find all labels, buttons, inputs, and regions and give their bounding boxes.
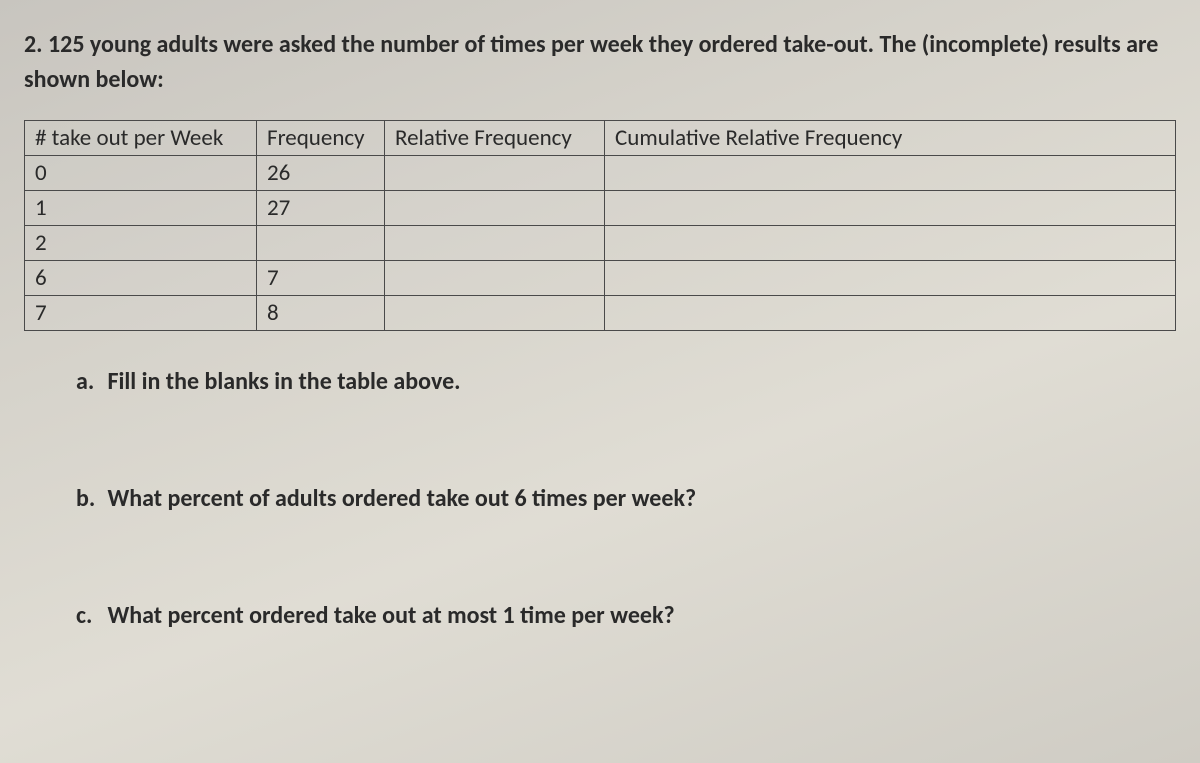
col-header-relfreq: Relative Frequency: [385, 120, 605, 155]
question-number: 2.: [24, 30, 43, 59]
question-text: 125 young adults were asked the number o…: [24, 30, 1158, 94]
subq-text: What percent of adults ordered take out …: [107, 484, 696, 513]
subq-text: What percent ordered take out at most 1 …: [107, 601, 674, 630]
subq-label: c.: [76, 601, 102, 630]
cell-category: 1: [25, 190, 257, 225]
table-row: 6 7: [25, 260, 1176, 295]
cell-frequency: 7: [257, 260, 385, 295]
cell-cumrelfreq: [605, 155, 1176, 190]
subquestion-b: b. What percent of adults ordered take o…: [76, 484, 1176, 513]
cell-relfreq: [385, 155, 605, 190]
col-header-cumrelfreq: Cumulative Relative Frequency: [605, 120, 1176, 155]
table-row: 1 27: [25, 190, 1176, 225]
table-row: 0 26: [25, 155, 1176, 190]
cell-cumrelfreq: [605, 190, 1176, 225]
cell-relfreq: [385, 225, 605, 260]
cell-cumrelfreq: [605, 225, 1176, 260]
col-header-frequency: Frequency: [257, 120, 385, 155]
cell-relfreq: [385, 260, 605, 295]
cell-category: 0: [25, 155, 257, 190]
subq-text: Fill in the blanks in the table above.: [107, 367, 460, 396]
cell-cumrelfreq: [605, 260, 1176, 295]
table-header-row: # take out per Week Frequency Relative F…: [25, 120, 1176, 155]
subquestion-a: a. Fill in the blanks in the table above…: [76, 367, 1176, 396]
table-row: 2: [25, 225, 1176, 260]
subq-label: b.: [76, 484, 102, 513]
table-row: 7 8: [25, 295, 1176, 330]
cell-category: 7: [25, 295, 257, 330]
cell-cumrelfreq: [605, 295, 1176, 330]
subquestion-c: c. What percent ordered take out at most…: [76, 601, 1176, 630]
cell-relfreq: [385, 190, 605, 225]
cell-category: 6: [25, 260, 257, 295]
cell-category: 2: [25, 225, 257, 260]
frequency-table: # take out per Week Frequency Relative F…: [24, 120, 1176, 331]
question-prompt: 2. 125 young adults were asked the numbe…: [24, 28, 1174, 98]
cell-frequency: 26: [257, 155, 385, 190]
cell-frequency: 27: [257, 190, 385, 225]
subq-label: a.: [76, 367, 102, 396]
cell-relfreq: [385, 295, 605, 330]
cell-frequency: 8: [257, 295, 385, 330]
cell-frequency: [257, 225, 385, 260]
col-header-category: # take out per Week: [25, 120, 257, 155]
